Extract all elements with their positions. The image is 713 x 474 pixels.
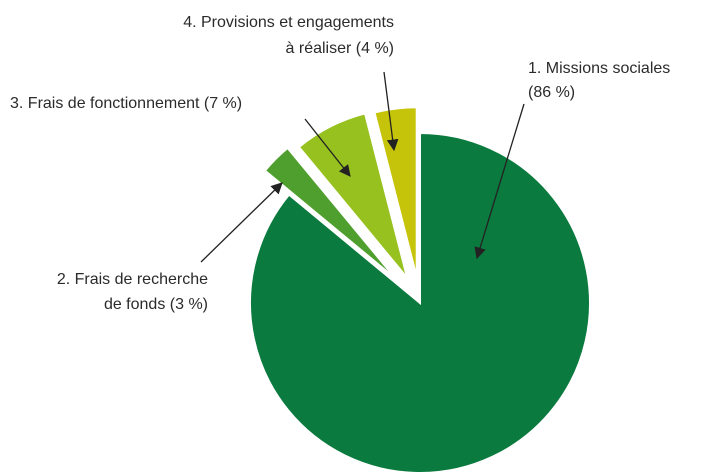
leader-arrow-frais-fonctionnement: [304, 118, 351, 177]
leader-arrow-missions-sociales: [474, 103, 525, 260]
pie-slice-frais-fonctionnement: [297, 112, 409, 279]
label-provisions-line2: à réaliser (4 %): [286, 40, 394, 57]
pie-slice-provisions-engagements: [373, 106, 418, 278]
leader-arrow-frais-recherche-fonds: [200, 182, 283, 263]
label-frais-fonctionnement: 3. Frais de fonctionnement (7 %): [10, 95, 242, 112]
label-missions-sociales-line1: 1. Missions sociales: [528, 60, 670, 77]
pie-slice-missions-sociales: [249, 131, 591, 474]
leader-arrow-provisions-engagements: [383, 71, 399, 152]
pie-slice-frais-recherche-fonds: [263, 146, 397, 280]
label-frais-recherche-line1: 2. Frais de recherche: [57, 271, 208, 288]
label-provisions-line1: 4. Provisions et engagements: [183, 14, 394, 31]
label-frais-recherche-line2: de fonds (3 %): [104, 296, 208, 313]
label-missions-sociales-line2: (86 %): [528, 84, 575, 101]
